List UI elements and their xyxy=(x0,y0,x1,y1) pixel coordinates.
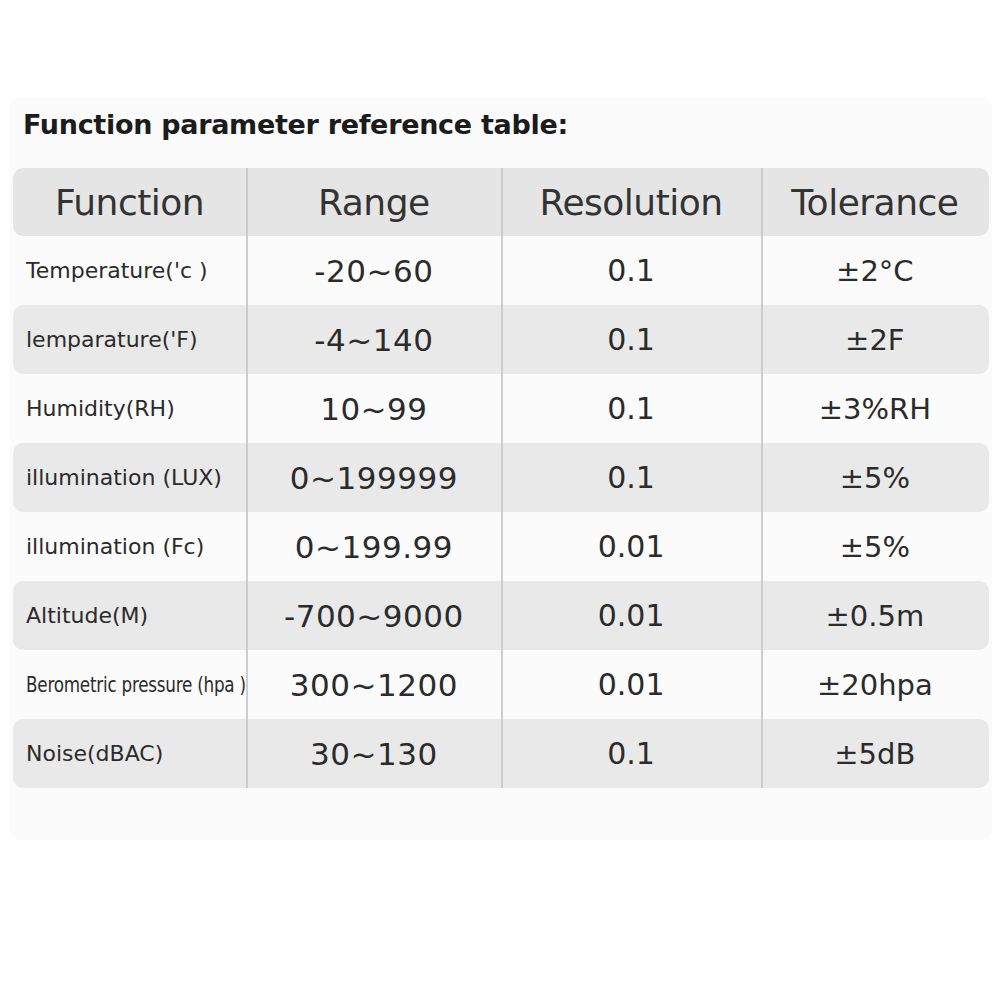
tolerance-cell: ±0.5m xyxy=(761,599,989,633)
function-label: lemparature('F) xyxy=(26,327,198,352)
range-cell: 30~130 xyxy=(246,736,501,772)
tolerance-cell: ±2°C xyxy=(761,254,989,288)
tolerance-cell: ±5dB xyxy=(761,737,989,771)
spec-table: Function Range Resolution Tolerance Temp… xyxy=(13,168,989,788)
function-cell: Noise(dBAC) xyxy=(13,741,246,766)
resolution-cell: 0.1 xyxy=(501,322,760,357)
resolution-cell: 0.01 xyxy=(501,529,760,564)
resolution-cell: 0.1 xyxy=(501,391,760,426)
column-header-range: Range xyxy=(246,182,501,223)
column-divider xyxy=(501,168,503,788)
range-cell: -20~60 xyxy=(246,253,501,289)
function-cell: Humidity(RH) xyxy=(13,396,246,421)
tolerance-cell: ±3%RH xyxy=(761,392,989,426)
function-label: Temperature('c ) xyxy=(26,258,208,283)
column-header-function: Function xyxy=(13,182,246,223)
tolerance-cell: ±5% xyxy=(761,530,989,564)
column-header-resolution: Resolution xyxy=(501,182,760,223)
function-cell: Altitude(M) xyxy=(13,603,246,628)
function-label: Humidity(RH) xyxy=(26,396,175,421)
resolution-cell: 0.1 xyxy=(501,460,760,495)
resolution-cell: 0.1 xyxy=(501,736,760,771)
column-divider xyxy=(246,168,248,788)
function-label: illumination (Fc) xyxy=(26,534,204,559)
function-cell: Temperature('c ) xyxy=(13,258,246,283)
resolution-cell: 0.1 xyxy=(501,253,760,288)
function-label: Berometric pressure (hpa ) xyxy=(26,673,246,697)
content-panel: Function parameter reference table: Func… xyxy=(10,97,992,840)
function-label: illumination (LUX) xyxy=(26,465,222,490)
column-divider xyxy=(761,168,763,788)
resolution-cell: 0.01 xyxy=(501,667,760,702)
range-cell: -700~9000 xyxy=(246,598,501,634)
function-cell: illumination (Fc) xyxy=(13,534,246,559)
tolerance-cell: ±2F xyxy=(761,323,989,357)
tolerance-cell: ±5% xyxy=(761,461,989,495)
range-cell: 0~199.99 xyxy=(246,529,501,565)
function-label: Altitude(M) xyxy=(26,603,148,628)
function-cell: Berometric pressure (hpa ) xyxy=(13,672,246,697)
range-cell: 300~1200 xyxy=(246,667,501,703)
function-cell: lemparature('F) xyxy=(13,327,246,352)
range-cell: 0~199999 xyxy=(246,460,501,496)
page-title: Function parameter reference table: xyxy=(23,109,568,140)
range-cell: -4~140 xyxy=(246,322,501,358)
function-label: Noise(dBAC) xyxy=(26,741,163,766)
resolution-cell: 0.01 xyxy=(501,598,760,633)
range-cell: 10~99 xyxy=(246,391,501,427)
column-header-tolerance: Tolerance xyxy=(761,182,989,223)
function-cell: illumination (LUX) xyxy=(13,465,246,490)
tolerance-cell: ±20hpa xyxy=(761,668,989,702)
